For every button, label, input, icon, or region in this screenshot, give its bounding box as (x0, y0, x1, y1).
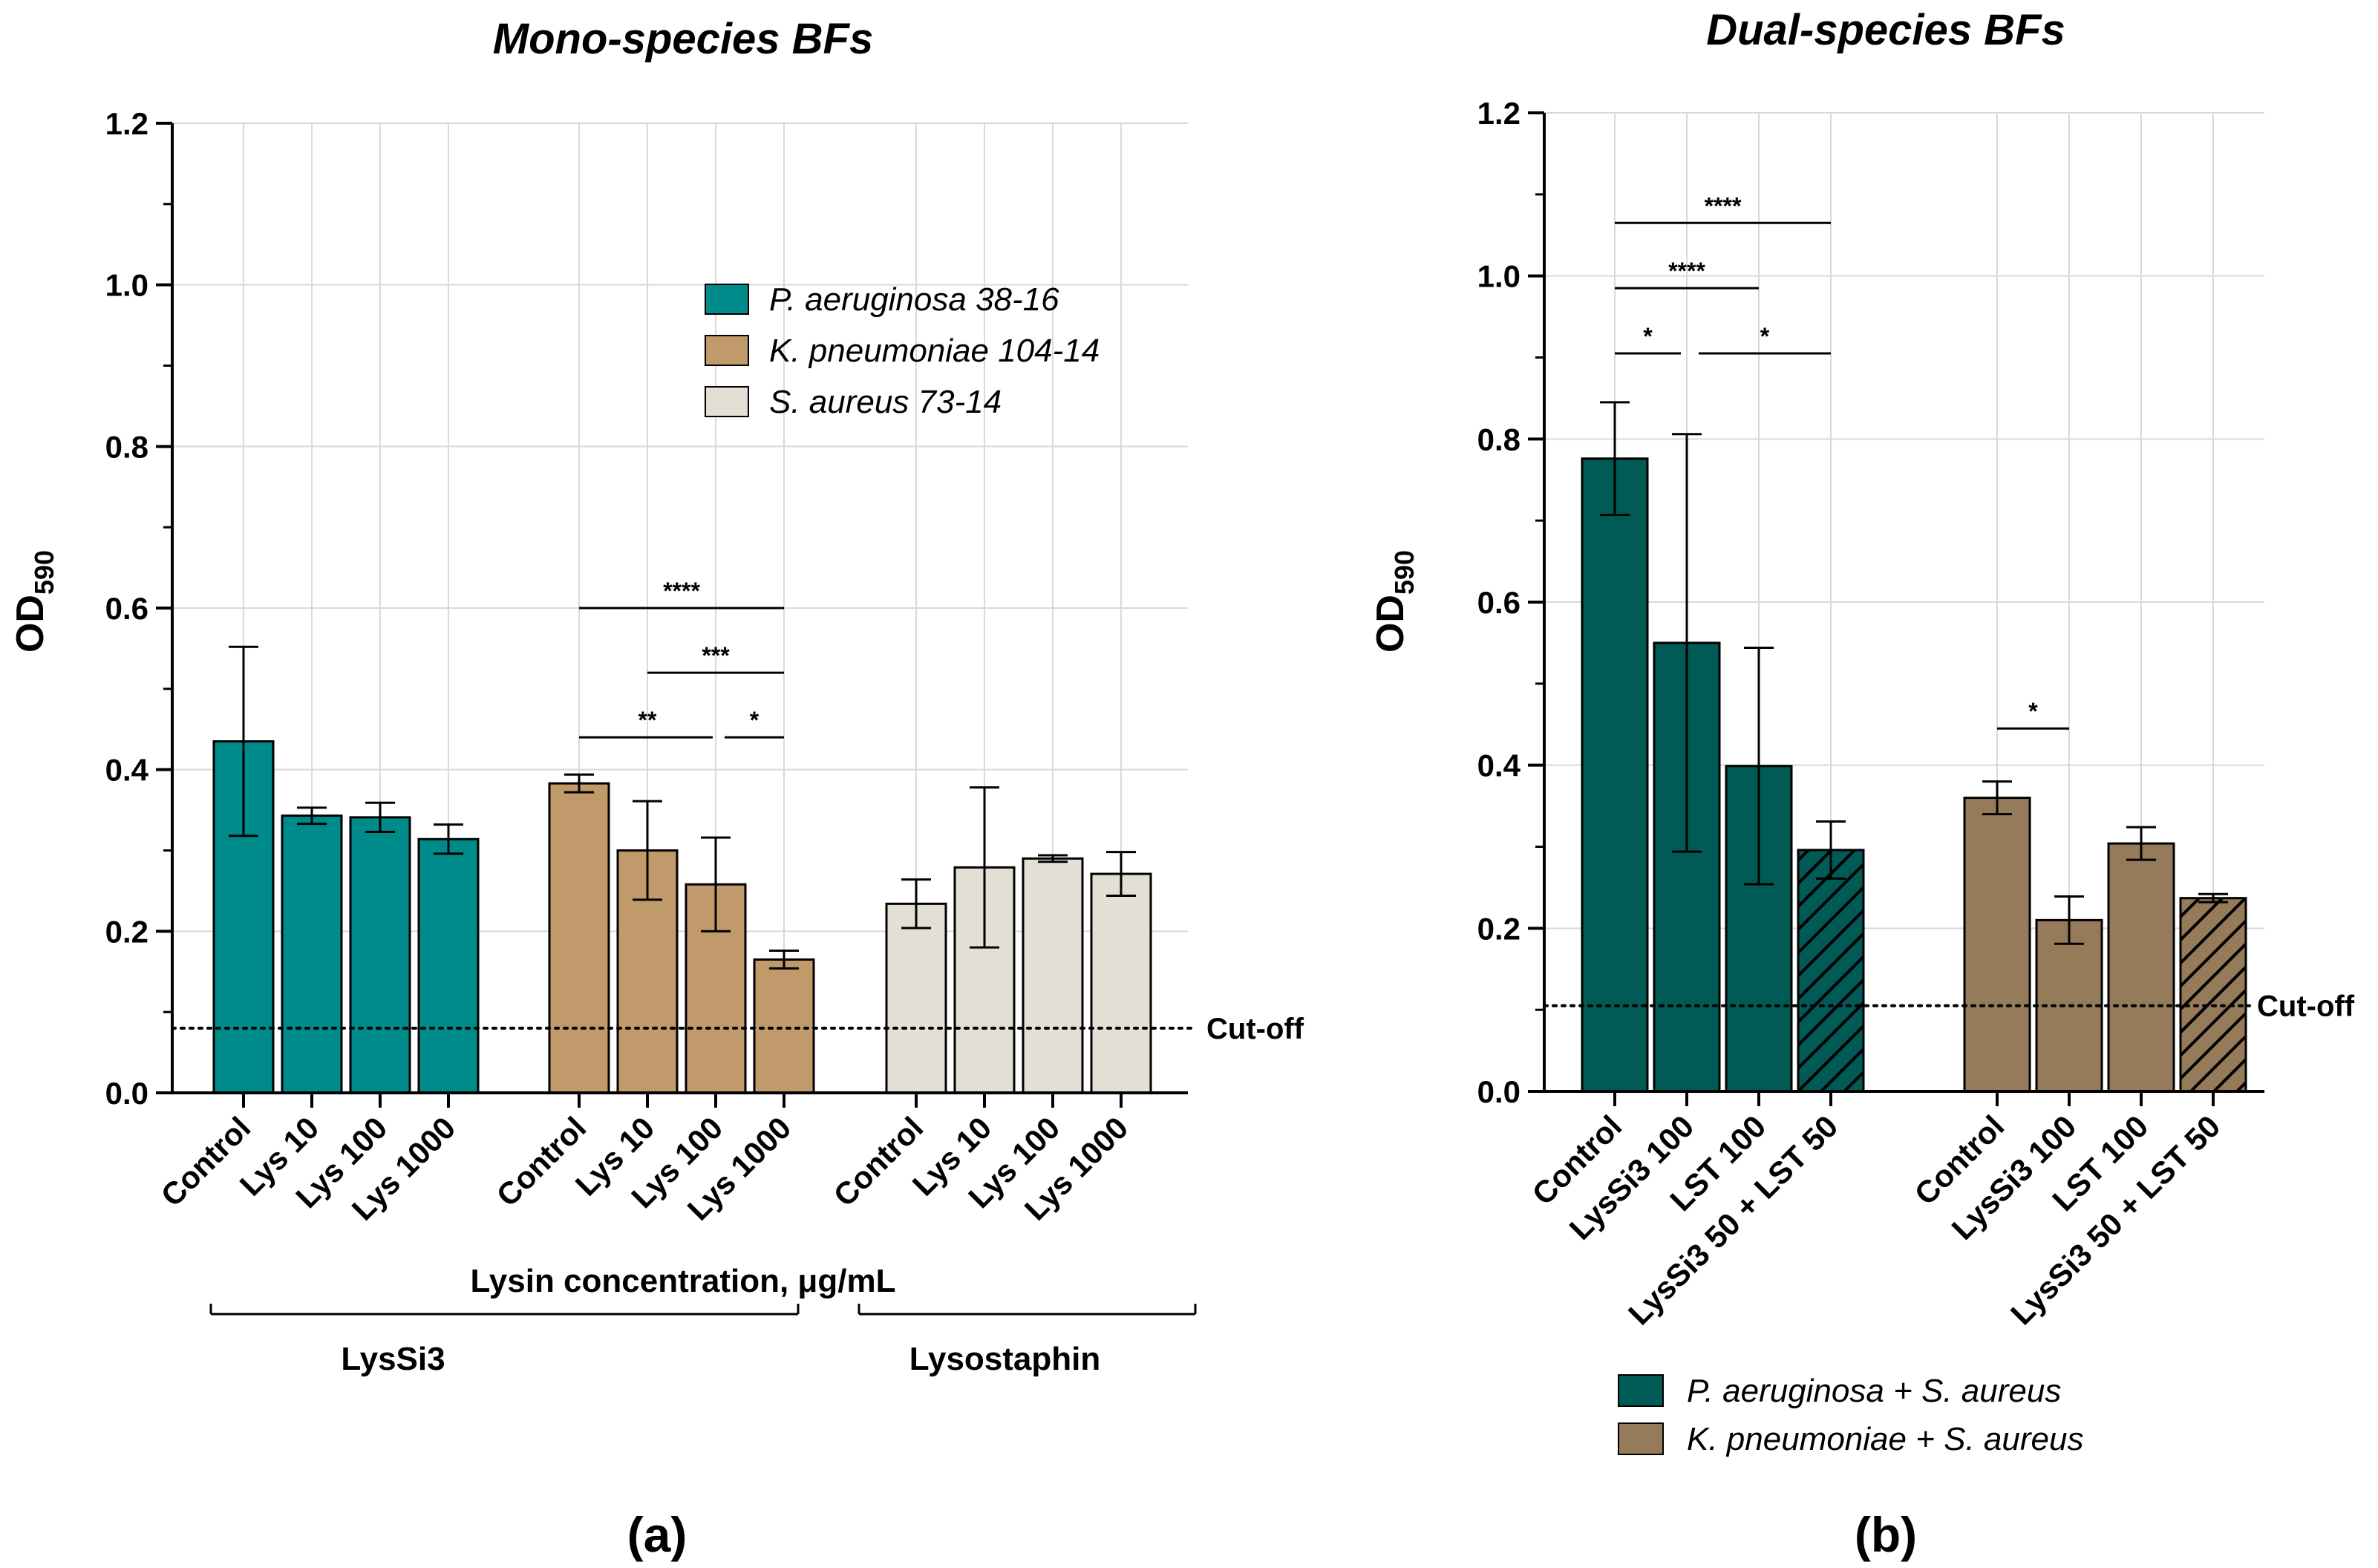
panel-a-x-label: Lysin concentration, μg/mL (471, 1263, 896, 1299)
panel-b-y-label: OD590 (1369, 550, 1420, 653)
bar-p-aeruginosa-s-aureus-lyssi3-50-lst-50 (1797, 849, 1865, 1093)
y-tick-label: 0.6 (105, 591, 148, 626)
y-tick-label: 0.6 (1477, 585, 1520, 620)
y-tick-label: 0.2 (1477, 911, 1520, 946)
legend-swatch-s-aureus (705, 386, 749, 417)
y-tick-label: 1.2 (1477, 96, 1520, 131)
legend-swatch-kp-sa (1618, 1422, 1664, 1455)
significance-label: * (2028, 698, 2038, 725)
y-tick-label: 0.0 (105, 1076, 148, 1111)
bracket-label: LysSi3 (341, 1341, 445, 1377)
panel-b-chart: Dual-species BFs 0.0 0.2 0.4 0.6 0.8 1.0 1.2 *… (1369, 6, 2355, 1562)
panel-b-cutoff-label: Cut-off (2257, 990, 2355, 1023)
panel-a-cutoff-label: Cut-off (1206, 1013, 1304, 1045)
y-tick-label: 0.8 (1477, 422, 1520, 457)
significance-label: * (1760, 323, 1770, 350)
significance-label: * (1643, 323, 1653, 350)
panel-b-label: (b) (1855, 1507, 1917, 1562)
bar-k-pneumoniae-104-14-lys-1000 (753, 958, 815, 1094)
bracket-label: Lysostaphin (909, 1341, 1101, 1377)
legend-swatch-k-pneumoniae (705, 335, 749, 366)
panel-b-y-axis: 0.0 0.2 0.4 0.6 0.8 1.0 1.2 (1477, 96, 2264, 1109)
category-label: Control (490, 1110, 593, 1213)
panel-a-y-label: OD590 (9, 550, 59, 653)
legend-label-pa-sa: P. aeruginosa + S. aureus (1687, 1373, 2061, 1409)
significance-label: **** (663, 578, 700, 604)
legend-label-kp-sa: K. pneumoniae + S. aureus (1687, 1421, 2083, 1457)
panel-a-bars (212, 740, 1152, 1094)
panel-b-title: Dual-species BFs (1706, 6, 2065, 54)
legend-label-s-aureus: S. aureus 73-14 (769, 384, 1002, 420)
significance-label: ** (638, 707, 657, 734)
panel-b-error-bars (1600, 401, 2228, 945)
panel-a-label: (a) (627, 1507, 687, 1562)
legend-label-k-pneumoniae: K. pneumoniae 104-14 (769, 333, 1100, 369)
legend-label-p-aeruginosa: P. aeruginosa 38-16 (769, 281, 1059, 318)
bar-k-pneumoniae-s-aureus-lst-100 (2107, 842, 2175, 1093)
y-tick-label: 0.8 (105, 429, 148, 464)
bar-p-aeruginosa-38-16-lys-10 (281, 814, 343, 1094)
bar-k-pneumoniae-s-aureus-control (1963, 797, 2031, 1093)
significance-label: **** (1668, 258, 1705, 284)
panel-a-title: Mono-species BFs (493, 15, 873, 63)
significance-label: **** (1705, 192, 1742, 219)
y-tick-label: 0.4 (105, 753, 149, 788)
y-tick-label: 1.0 (105, 268, 148, 303)
y-tick-label: 0.4 (1477, 748, 1521, 783)
y-tick-label: 1.0 (1477, 259, 1520, 294)
panel-a-y-axis: 0.0 0.2 0.4 0.6 0.8 1.0 1.2 (105, 106, 1197, 1111)
bar-s-aureus-73-14-control (885, 902, 947, 1094)
bar-k-pneumoniae-s-aureus-lyssi3-50-lst-50 (2179, 897, 2247, 1093)
panel-a-significance: ********* * (579, 578, 784, 739)
legend-swatch-pa-sa (1618, 1374, 1664, 1407)
y-tick-label: 1.2 (105, 106, 148, 141)
panel-a-brackets: LysSi3 Lysostaphin (209, 1304, 1197, 1377)
y-tick-label: 0.0 (1477, 1074, 1520, 1109)
bar-p-aeruginosa-38-16-lys-100 (349, 816, 411, 1094)
bar-k-pneumoniae-104-14-control (548, 782, 610, 1094)
bar-s-aureus-73-14-lys-100 (1022, 857, 1084, 1094)
panel-b-legend: P. aeruginosa + S. aureus K. pneumoniae … (1618, 1373, 2083, 1457)
panel-a-legend: P. aeruginosa 38-16 K. pneumoniae 104-14… (705, 281, 1100, 420)
y-tick-label: 0.2 (105, 914, 148, 949)
bar-p-aeruginosa-s-aureus-control (1581, 457, 1649, 1093)
significance-label: *** (702, 642, 730, 669)
significance-label: * (750, 707, 760, 734)
category-label: Control (827, 1110, 930, 1213)
legend-swatch-p-aeruginosa (705, 284, 749, 315)
category-label: Control (154, 1110, 258, 1213)
panel-a-chart: Mono-species BFs 0.0 0.2 0.4 0.6 0.8 1.0 1.2 *… (9, 15, 1304, 1562)
panel-a-error-bars (229, 645, 1136, 970)
panel-b-significance: ********* ** (1615, 192, 2069, 730)
bar-p-aeruginosa-38-16-lys-1000 (417, 837, 480, 1094)
bar-s-aureus-73-14-lys-1000 (1090, 872, 1152, 1094)
panel-b-bars (1581, 457, 2247, 1093)
